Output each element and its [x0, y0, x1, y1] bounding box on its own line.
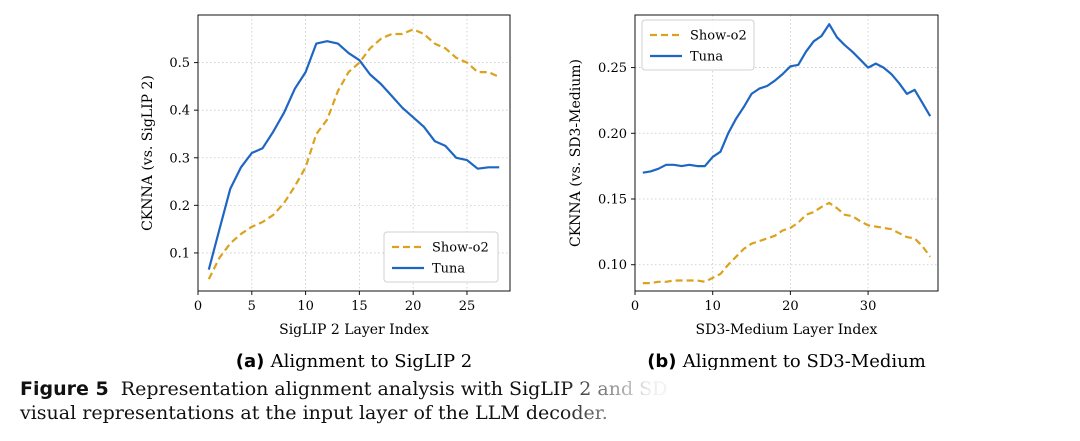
y-tick-label: 0.5 [169, 56, 190, 71]
series-line-tuna [207, 40, 500, 270]
y-tick-label: 0.20 [598, 127, 627, 142]
subplot-label: (a) [236, 351, 271, 372]
legend-label: Tuna [432, 262, 465, 277]
legend-label: Tuna [690, 50, 723, 65]
x-tick-label: 0 [631, 299, 639, 314]
legend-box [641, 19, 755, 71]
y-tick-label: 0.10 [598, 258, 627, 273]
series-line-tuna [642, 23, 932, 174]
series-line-show-o2 [642, 201, 932, 285]
x-tick-label: 20 [405, 299, 422, 314]
y-tick-label: 0.25 [598, 61, 627, 76]
caption-fade-overlay [560, 370, 760, 434]
x-tick-label: 20 [782, 299, 799, 314]
x-tick-label: 15 [351, 299, 368, 314]
legend-box [383, 231, 499, 283]
x-tick-label: 10 [297, 299, 314, 314]
figure-caption-text: Representation alignment analysis with S… [120, 378, 668, 400]
x-axis-label: SD3-Medium Layer Index [696, 322, 878, 338]
subplot-title: Alignment to SigLIP 2 [270, 351, 473, 372]
x-tick-label: 25 [459, 299, 476, 314]
subplot-label: (b) [647, 351, 683, 372]
legend-label: Show-o2 [690, 29, 747, 44]
y-axis-label: CKNNA (vs. SigLIP 2) [140, 75, 156, 231]
figure-caption-text-line2: visual representations at the input laye… [20, 402, 608, 424]
y-tick-label: 0.15 [598, 193, 627, 208]
subplot-caption: (a) Alignment to SigLIP 2 [236, 351, 473, 372]
subplot-title: Alignment to SD3-Medium [682, 351, 926, 372]
x-tick-label: 10 [704, 299, 721, 314]
x-tick-label: 30 [860, 299, 877, 314]
figure-caption-label: Figure 5 [20, 378, 109, 400]
y-tick-label: 0.2 [169, 199, 190, 214]
legend-label: Show-o2 [432, 241, 489, 256]
subplot-caption: (b) Alignment to SD3-Medium [647, 351, 926, 372]
y-axis-label: CKNNA (vs. SD3-Medium) [568, 59, 584, 247]
x-tick-label: 5 [248, 299, 256, 314]
y-tick-label: 0.3 [169, 151, 190, 166]
x-axis-label: SigLIP 2 Layer Index [279, 322, 429, 338]
plot-frame [197, 14, 511, 292]
x-tick-label: 0 [194, 299, 202, 314]
y-tick-label: 0.4 [169, 104, 190, 119]
plot-frame [634, 14, 939, 292]
figure-caption: Figure 5 Representation alignment analys… [20, 377, 667, 425]
y-tick-label: 0.1 [169, 246, 190, 261]
